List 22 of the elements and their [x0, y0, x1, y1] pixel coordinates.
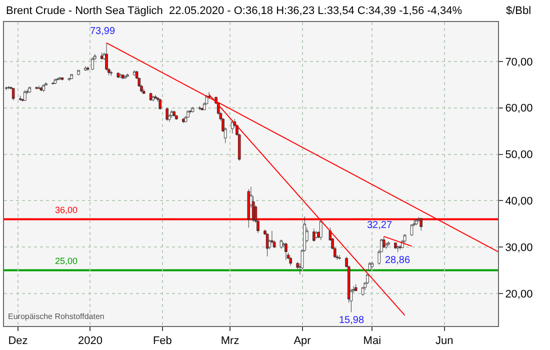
- x-tick-label: Dez: [8, 335, 28, 348]
- y-tick-label: 40,00: [505, 196, 533, 208]
- y-axis-title: $/Bbl: [506, 5, 532, 17]
- annotation: 15,98: [339, 315, 364, 326]
- annotation: Europäische Rohstoffdaten: [8, 312, 104, 321]
- y-tick-label: 70,00: [505, 56, 533, 68]
- x-tick-label: Mai: [363, 335, 382, 348]
- annotation: 32,27: [367, 220, 392, 231]
- y-tick-label: 20,00: [505, 288, 533, 300]
- y-tick-label: 60,00: [505, 102, 533, 115]
- annotation: 73,99: [90, 26, 116, 37]
- x-tick-label: Jun: [436, 335, 454, 348]
- ref-line-label: 36,00: [55, 205, 78, 215]
- annotation: 28,86: [385, 255, 410, 266]
- y-tick-label: 30,00: [505, 242, 533, 254]
- x-tick-label: Apr: [294, 335, 312, 348]
- x-tick-label: Mrz: [220, 335, 240, 348]
- y-tick-label: 50,00: [505, 149, 533, 162]
- x-tick-label: 2020: [78, 335, 102, 348]
- ref-line-label: 25,00: [55, 256, 78, 266]
- chart-title: Brent Crude - North Sea Täglich 22.05.2020 - O:36,18 H:36,23 L:33,54 C:34,39 -1,56 -4,34%: [6, 5, 462, 17]
- x-tick-label: Feb: [152, 335, 172, 348]
